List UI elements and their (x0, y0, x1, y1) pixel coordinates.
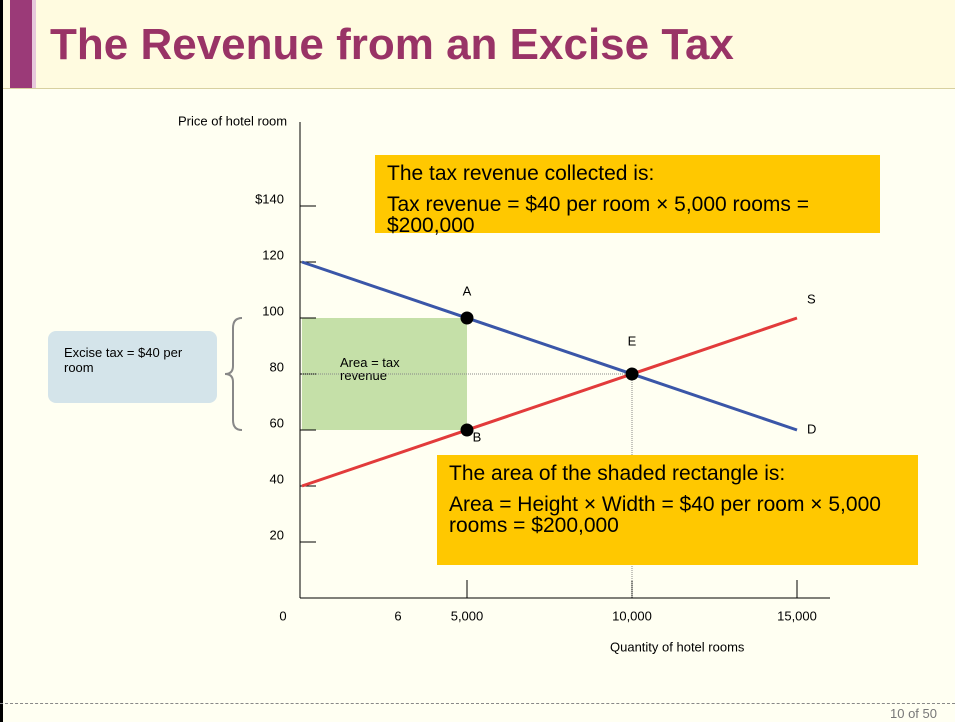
point-label: B (473, 429, 482, 444)
line-label: D (807, 421, 816, 436)
brace (224, 317, 243, 431)
y-tick-label: 20 (270, 527, 284, 542)
point (460, 423, 474, 437)
y-axis-label: Price of hotel room (178, 113, 287, 128)
title-accent (10, 0, 36, 88)
page-number: 10 of 50 (890, 706, 937, 721)
callout: The area of the shaded rectangle is: Are… (437, 455, 918, 565)
y-tick-label: 100 (262, 303, 284, 318)
y-tick-label: $140 (255, 191, 284, 206)
y-tick-label: 120 (262, 247, 284, 262)
stray-label: 6 (394, 608, 401, 623)
callout-body: Tax revenue = $40 per room × 5,000 rooms… (387, 193, 809, 237)
line-label: S (807, 291, 816, 306)
callout-title: The tax revenue collected is: (387, 162, 655, 185)
slide-title: The Revenue from an Excise Tax (50, 20, 734, 69)
y-tick-label: 40 (270, 471, 284, 486)
area-label: Area = tax revenue (340, 356, 400, 383)
point-label: E (628, 333, 637, 348)
line (301, 260, 798, 432)
x-axis-label: Quantity of hotel rooms (610, 639, 745, 654)
callout-body: Area = Height × Width = $40 per room × 5… (449, 493, 881, 537)
slide-edge (0, 0, 3, 722)
title-bar (0, 0, 955, 89)
tax-note: Excise tax = $40 per room (48, 331, 217, 403)
y-tick-label: 80 (270, 359, 284, 374)
x-tick-label: 5,000 (451, 608, 484, 623)
footer-line (0, 703, 955, 704)
point-label: A (463, 283, 472, 298)
line (301, 316, 798, 488)
callout: The tax revenue collected is: Tax revenu… (375, 155, 880, 237)
y-tick-label: 60 (270, 415, 284, 430)
x-tick-label: 10,000 (612, 608, 652, 623)
x-tick-label: 15,000 (777, 608, 817, 623)
point (625, 367, 639, 381)
area-label-box: Area = tax revenue (340, 356, 400, 383)
x-tick-label: 0 (279, 608, 286, 623)
point (460, 311, 474, 325)
callout-title: The area of the shaded rectangle is: (449, 462, 786, 485)
